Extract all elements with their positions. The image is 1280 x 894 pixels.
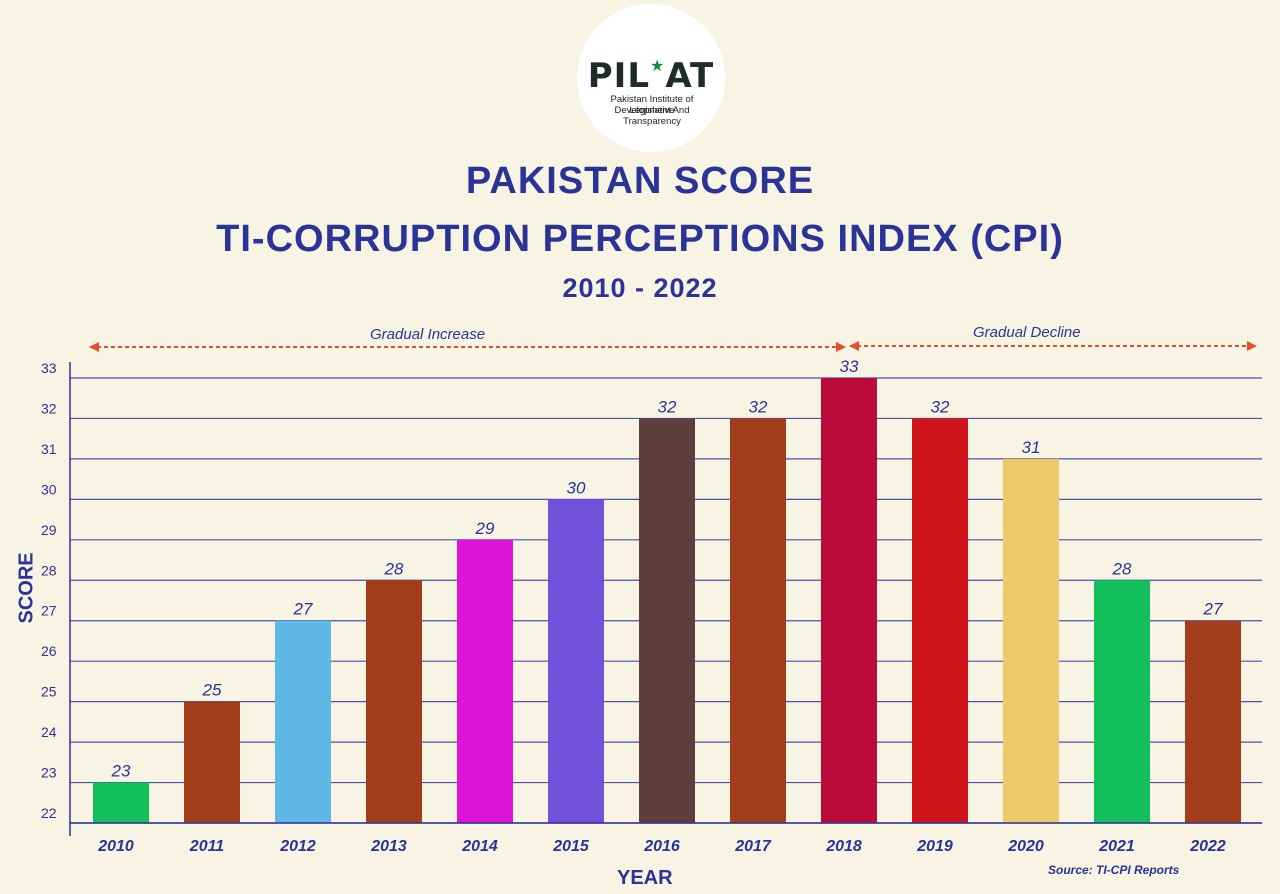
logo-wordmark: PIL★AT <box>587 56 715 96</box>
bar-value-label: 25 <box>202 681 222 700</box>
bars <box>93 378 1241 823</box>
x-tick-label: 2022 <box>1189 838 1226 855</box>
bar-2011 <box>184 701 240 823</box>
x-tick-label: 2018 <box>825 838 862 855</box>
bar-2017 <box>730 418 786 823</box>
y-tick-labels: 22 23 24 25 26 27 28 29 30 31 32 33 <box>41 360 57 821</box>
bar-2019 <box>912 418 968 823</box>
x-tick-label: 2016 <box>643 838 680 855</box>
y-tick-label: 32 <box>41 400 57 416</box>
bar-value-label: 30 <box>567 478 586 497</box>
y-tick-label: 31 <box>41 441 57 457</box>
x-tick-label: 2019 <box>916 838 953 855</box>
bar-2016 <box>639 418 695 823</box>
y-axis-label: SCORE <box>15 552 38 624</box>
bar-value-label: 31 <box>1022 438 1041 457</box>
x-tick-label: 2010 <box>97 838 134 855</box>
x-tick-label: 2017 <box>734 838 772 855</box>
y-tick-label: 22 <box>41 805 57 821</box>
trend-arrows <box>89 341 1257 352</box>
axes <box>69 362 1262 836</box>
bar-2020 <box>1003 458 1059 823</box>
bar-value-label: 32 <box>749 397 768 416</box>
bar-value-label: 29 <box>475 519 495 538</box>
y-tick-label: 33 <box>41 360 57 376</box>
x-tick-label: 2012 <box>279 838 316 855</box>
bar-2012 <box>275 620 331 823</box>
bar-value-label: 28 <box>384 559 404 578</box>
annotation-gradual-decline: Gradual Decline <box>973 324 1081 341</box>
y-tick-label: 23 <box>41 765 57 781</box>
bar-2010 <box>93 782 149 823</box>
y-tick-label: 24 <box>41 724 57 740</box>
bar-value-label: 23 <box>111 762 131 781</box>
y-tick-label: 29 <box>41 522 57 538</box>
x-tick-label: 2021 <box>1098 838 1135 855</box>
pildat-logo: PIL★AT Pakistan Institute of Legislative… <box>577 4 725 152</box>
x-tick-label: 2020 <box>1007 838 1044 855</box>
logo-subtitle-line1: Pakistan Institute of Legislative <box>610 94 694 116</box>
bar-value-label: 32 <box>931 397 950 416</box>
annotation-gradual-increase: Gradual Increase <box>370 326 486 343</box>
y-tick-label: 27 <box>41 603 57 619</box>
y-tick-label: 30 <box>41 481 57 497</box>
y-tick-label: 25 <box>41 684 57 700</box>
y-tick-label: 28 <box>41 562 57 578</box>
chart-title: PAKISTAN SCORE <box>465 160 815 202</box>
bar-value-label: 32 <box>658 397 677 416</box>
bar-2015 <box>548 499 604 823</box>
chart-subtitle: TI-CORRUPTION PERCEPTIONS INDEX (CPI) <box>216 218 1064 260</box>
x-tick-labels: 2010 2011 2012 2013 2014 2015 2016 2017 2018 2019… <box>97 838 1226 855</box>
x-tick-label: 2013 <box>370 838 407 855</box>
bar-2018 <box>821 378 877 823</box>
bar-2014 <box>457 539 513 823</box>
x-tick-label: 2011 <box>189 838 225 855</box>
y-tick-label: 26 <box>41 643 57 659</box>
x-axis-label: YEAR <box>617 867 673 889</box>
bar-value-label: 27 <box>1203 600 1223 619</box>
logo-subtitle-line2: Development And Transparency <box>614 105 690 127</box>
x-tick-label: 2014 <box>461 838 498 855</box>
bar-value-label: 27 <box>293 600 313 619</box>
bar-2021 <box>1094 580 1150 823</box>
bar-value-label: 33 <box>840 357 859 376</box>
chart-period: 2010 - 2022 <box>562 273 718 303</box>
bar-2013 <box>366 580 422 823</box>
bar-value-label: 28 <box>1112 559 1132 578</box>
bar-value-labels: 23 25 27 28 29 30 32 32 33 32 31 28 27 <box>111 357 1223 781</box>
bar-2022 <box>1185 620 1241 823</box>
source-note: Source: TI-CPI Reports <box>1048 863 1180 877</box>
x-tick-label: 2015 <box>552 838 590 855</box>
